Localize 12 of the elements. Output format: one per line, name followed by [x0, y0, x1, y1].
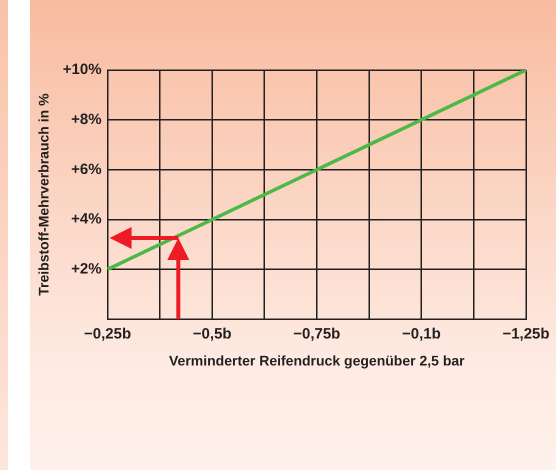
y-tick-label: +4%: [71, 210, 102, 228]
x-tick-label: −0,75b: [293, 325, 340, 342]
y-tick-label: +10%: [62, 61, 102, 78]
y-tick-label: +2%: [71, 260, 102, 278]
y-tick-label: +6%: [71, 160, 102, 178]
y-axis-title: Treibstoff-Mehrverbrauch in %: [35, 92, 52, 296]
x-axis-title: Verminderter Reifendruck gegenüber 2,5 bar: [168, 352, 466, 368]
x-tick-label: −1,25b: [502, 325, 550, 342]
y-tick-label: +8%: [71, 110, 102, 128]
x-tick-label: −0,1b: [402, 325, 441, 342]
x-tick-label: −0,25b: [84, 325, 132, 342]
x-tick-label: −0,5b: [192, 325, 232, 342]
